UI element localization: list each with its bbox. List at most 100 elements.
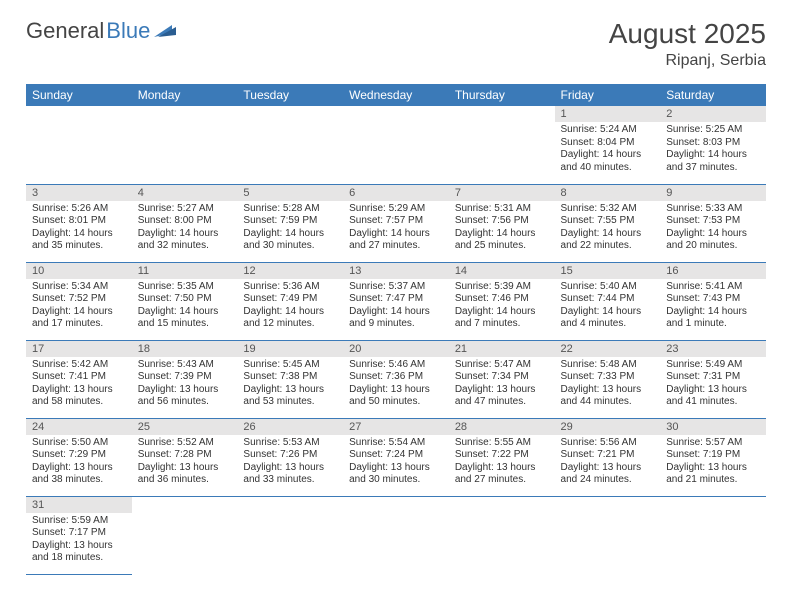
calendar-cell: 16Sunrise: 5:41 AMSunset: 7:43 PMDayligh… xyxy=(660,262,766,340)
brand-part1: General xyxy=(26,18,104,44)
day-body: Sunrise: 5:25 AMSunset: 8:03 PMDaylight:… xyxy=(660,122,766,178)
calendar-cell xyxy=(449,106,555,184)
sunset-text: Sunset: 7:43 PM xyxy=(666,293,760,306)
daylight-text: Daylight: 13 hours and 18 minutes. xyxy=(32,540,126,565)
calendar-cell: 4Sunrise: 5:27 AMSunset: 8:00 PMDaylight… xyxy=(132,184,238,262)
day-body: Sunrise: 5:40 AMSunset: 7:44 PMDaylight:… xyxy=(555,279,661,335)
sunset-text: Sunset: 7:21 PM xyxy=(561,449,655,462)
daylight-text: Daylight: 13 hours and 38 minutes. xyxy=(32,462,126,487)
daylight-text: Daylight: 14 hours and 7 minutes. xyxy=(455,306,549,331)
daylight-text: Daylight: 13 hours and 50 minutes. xyxy=(349,384,443,409)
flag-icon xyxy=(154,23,178,39)
day-body: Sunrise: 5:52 AMSunset: 7:28 PMDaylight:… xyxy=(132,435,238,491)
daylight-text: Daylight: 14 hours and 9 minutes. xyxy=(349,306,443,331)
calendar-cell xyxy=(555,496,661,574)
day-body: Sunrise: 5:54 AMSunset: 7:24 PMDaylight:… xyxy=(343,435,449,491)
sunrise-text: Sunrise: 5:32 AM xyxy=(561,203,655,216)
calendar-cell: 26Sunrise: 5:53 AMSunset: 7:26 PMDayligh… xyxy=(237,418,343,496)
day-body: Sunrise: 5:43 AMSunset: 7:39 PMDaylight:… xyxy=(132,357,238,413)
day-body: Sunrise: 5:42 AMSunset: 7:41 PMDaylight:… xyxy=(26,357,132,413)
day-number: 14 xyxy=(449,263,555,279)
calendar-cell: 29Sunrise: 5:56 AMSunset: 7:21 PMDayligh… xyxy=(555,418,661,496)
day-body: Sunrise: 5:36 AMSunset: 7:49 PMDaylight:… xyxy=(237,279,343,335)
day-number: 16 xyxy=(660,263,766,279)
sunset-text: Sunset: 7:47 PM xyxy=(349,293,443,306)
day-body: Sunrise: 5:41 AMSunset: 7:43 PMDaylight:… xyxy=(660,279,766,335)
calendar-row: 10Sunrise: 5:34 AMSunset: 7:52 PMDayligh… xyxy=(26,262,766,340)
sunrise-text: Sunrise: 5:33 AM xyxy=(666,203,760,216)
sunset-text: Sunset: 7:34 PM xyxy=(455,371,549,384)
calendar-row: 24Sunrise: 5:50 AMSunset: 7:29 PMDayligh… xyxy=(26,418,766,496)
weekday-header: Friday xyxy=(555,84,661,106)
daylight-text: Daylight: 13 hours and 44 minutes. xyxy=(561,384,655,409)
sunrise-text: Sunrise: 5:29 AM xyxy=(349,203,443,216)
day-body: Sunrise: 5:39 AMSunset: 7:46 PMDaylight:… xyxy=(449,279,555,335)
day-number: 2 xyxy=(660,106,766,122)
day-body: Sunrise: 5:32 AMSunset: 7:55 PMDaylight:… xyxy=(555,201,661,257)
daylight-text: Daylight: 13 hours and 24 minutes. xyxy=(561,462,655,487)
sunset-text: Sunset: 7:33 PM xyxy=(561,371,655,384)
sunrise-text: Sunrise: 5:49 AM xyxy=(666,359,760,372)
sunrise-text: Sunrise: 5:26 AM xyxy=(32,203,126,216)
sunset-text: Sunset: 7:29 PM xyxy=(32,449,126,462)
sunrise-text: Sunrise: 5:40 AM xyxy=(561,281,655,294)
sunset-text: Sunset: 8:04 PM xyxy=(561,137,655,150)
daylight-text: Daylight: 13 hours and 56 minutes. xyxy=(138,384,232,409)
sunrise-text: Sunrise: 5:53 AM xyxy=(243,437,337,450)
calendar-cell: 24 Sunrise: 5:50 AMSunset: 7:29 PMDayligh… xyxy=(26,418,132,496)
calendar-cell xyxy=(449,496,555,574)
day-body: Sunrise: 5:35 AMSunset: 7:50 PMDaylight:… xyxy=(132,279,238,335)
day-number: 15 xyxy=(555,263,661,279)
day-number: 12 xyxy=(237,263,343,279)
sunrise-text: Sunrise: 5:52 AM xyxy=(138,437,232,450)
calendar-cell xyxy=(26,106,132,184)
calendar-cell: 11Sunrise: 5:35 AMSunset: 7:50 PMDayligh… xyxy=(132,262,238,340)
sunrise-text: Sunrise: 5:34 AM xyxy=(32,281,126,294)
daylight-text: Daylight: 14 hours and 37 minutes. xyxy=(666,149,760,174)
day-number: 1 xyxy=(555,106,661,122)
sunrise-text: Sunrise: 5:28 AM xyxy=(243,203,337,216)
calendar-cell: 12Sunrise: 5:36 AMSunset: 7:49 PMDayligh… xyxy=(237,262,343,340)
day-body: Sunrise: 5:46 AMSunset: 7:36 PMDaylight:… xyxy=(343,357,449,413)
sunset-text: Sunset: 8:00 PM xyxy=(138,215,232,228)
daylight-text: Daylight: 14 hours and 25 minutes. xyxy=(455,228,549,253)
sunset-text: Sunset: 8:03 PM xyxy=(666,137,760,150)
day-number: 8 xyxy=(555,185,661,201)
calendar-cell: 21Sunrise: 5:47 AMSunset: 7:34 PMDayligh… xyxy=(449,340,555,418)
calendar-row: 31Sunrise: 5:59 AMSunset: 7:17 PMDayligh… xyxy=(26,496,766,574)
sunrise-text: Sunrise: 5:24 AM xyxy=(561,124,655,137)
sunrise-text: Sunrise: 5:42 AM xyxy=(32,359,126,372)
day-number: 21 xyxy=(449,341,555,357)
day-body: Sunrise: 5:53 AMSunset: 7:26 PMDaylight:… xyxy=(237,435,343,491)
sunrise-text: Sunrise: 5:45 AM xyxy=(243,359,337,372)
daylight-text: Daylight: 13 hours and 53 minutes. xyxy=(243,384,337,409)
sunset-text: Sunset: 7:22 PM xyxy=(455,449,549,462)
day-body: Sunrise: 5:29 AMSunset: 7:57 PMDaylight:… xyxy=(343,201,449,257)
calendar-cell: 27Sunrise: 5:54 AMSunset: 7:24 PMDayligh… xyxy=(343,418,449,496)
daylight-text: Daylight: 14 hours and 40 minutes. xyxy=(561,149,655,174)
calendar-table: SundayMondayTuesdayWednesdayThursdayFrid… xyxy=(26,84,766,575)
daylight-text: Daylight: 14 hours and 20 minutes. xyxy=(666,228,760,253)
sunrise-text: Sunrise: 5:55 AM xyxy=(455,437,549,450)
day-number: 24 xyxy=(26,419,132,435)
day-number: 27 xyxy=(343,419,449,435)
sunset-text: Sunset: 7:26 PM xyxy=(243,449,337,462)
day-number: 29 xyxy=(555,419,661,435)
day-number: 30 xyxy=(660,419,766,435)
day-number: 9 xyxy=(660,185,766,201)
day-number: 7 xyxy=(449,185,555,201)
daylight-text: Daylight: 14 hours and 4 minutes. xyxy=(561,306,655,331)
day-number: 31 xyxy=(26,497,132,513)
day-body: Sunrise: 5:24 AMSunset: 8:04 PMDaylight:… xyxy=(555,122,661,178)
sunrise-text: Sunrise: 5:50 AM xyxy=(32,437,126,450)
calendar-cell: 30Sunrise: 5:57 AMSunset: 7:19 PMDayligh… xyxy=(660,418,766,496)
day-number: 25 xyxy=(132,419,238,435)
calendar-cell: 18Sunrise: 5:43 AMSunset: 7:39 PMDayligh… xyxy=(132,340,238,418)
day-body: Sunrise: 5:48 AMSunset: 7:33 PMDaylight:… xyxy=(555,357,661,413)
calendar-cell xyxy=(343,106,449,184)
brand-part2: Blue xyxy=(106,18,150,44)
sunrise-text: Sunrise: 5:47 AM xyxy=(455,359,549,372)
day-body: Sunrise: 5:47 AMSunset: 7:34 PMDaylight:… xyxy=(449,357,555,413)
calendar-cell: 1Sunrise: 5:24 AMSunset: 8:04 PMDaylight… xyxy=(555,106,661,184)
day-body: Sunrise: 5:28 AMSunset: 7:59 PMDaylight:… xyxy=(237,201,343,257)
